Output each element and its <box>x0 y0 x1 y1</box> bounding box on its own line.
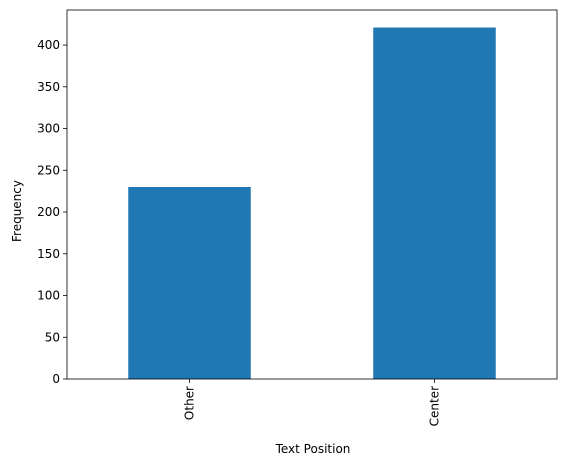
y-tick-label: 300 <box>37 122 60 136</box>
y-tick-label: 350 <box>37 80 60 94</box>
y-axis-label: Frequency <box>10 180 24 242</box>
x-tick-label: Center <box>428 386 442 426</box>
axes-frame <box>66 9 558 380</box>
y-tick-label: 0 <box>52 372 60 386</box>
y-tick-label: 200 <box>37 205 60 219</box>
y-tick-label: 50 <box>45 330 60 344</box>
y-tick-label: 150 <box>37 247 60 261</box>
bar-other <box>128 186 251 379</box>
y-tick-label: 400 <box>37 38 60 52</box>
x-tick-label: Other <box>183 386 197 420</box>
y-tick-label: 100 <box>37 289 60 303</box>
plot-area: Other Center 0 50 100 150 200 250 300 350 400 <box>37 9 558 426</box>
bar-center <box>373 27 496 379</box>
x-axis-label: Text Position <box>275 442 351 456</box>
y-tick-label: 250 <box>37 163 60 177</box>
